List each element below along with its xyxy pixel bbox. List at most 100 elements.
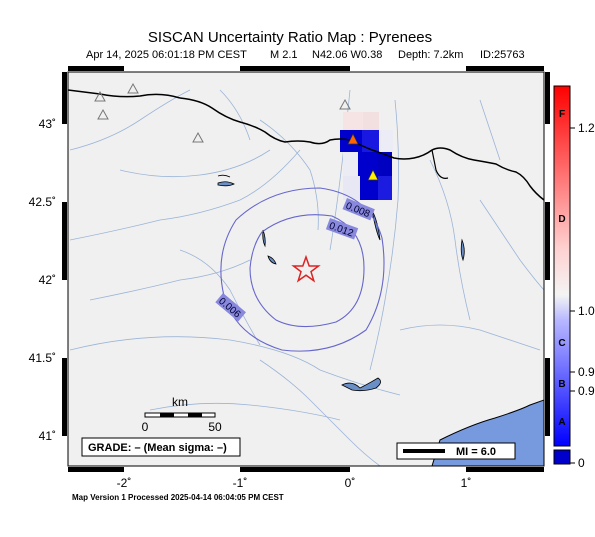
station-icon xyxy=(97,108,109,120)
colorbar-letter-f: F xyxy=(559,109,565,120)
andorra-border xyxy=(431,149,449,179)
river xyxy=(149,402,341,421)
river xyxy=(479,99,501,161)
grid-cell xyxy=(378,176,392,200)
grid-cell xyxy=(358,152,378,176)
lake xyxy=(217,174,231,178)
scale-label-0: 0 xyxy=(142,420,149,434)
map-title: SISCAN Uncertainty Ratio Map : Pyrenees xyxy=(148,29,432,46)
uncertainty-grid xyxy=(340,112,393,200)
mi-legend-line xyxy=(403,449,445,453)
frame-segment xyxy=(545,202,550,280)
lat-tick-label: 42.5˚ xyxy=(29,195,56,209)
colorbar-value: 0 xyxy=(578,456,585,470)
frame-segment xyxy=(62,202,67,280)
lake xyxy=(217,181,235,187)
river xyxy=(399,324,541,351)
frame-segment xyxy=(466,66,544,71)
lat-tick-label: 41.5˚ xyxy=(29,351,56,365)
country-border xyxy=(179,97,544,201)
grade-box: GRADE: – (Mean sigma: –) xyxy=(81,437,241,457)
epicenter-star-icon xyxy=(291,254,321,283)
event-magnitude: M 2.1 xyxy=(270,49,298,61)
colorbar-ticks xyxy=(570,127,575,464)
scale-bar-outline xyxy=(144,412,216,418)
lake xyxy=(341,377,381,392)
lake xyxy=(267,255,277,265)
frame-segment xyxy=(62,358,67,436)
lat-tick-labels: 43˚ 42.5˚ 42˚ 41.5˚ 41˚ xyxy=(29,117,56,443)
lat-tick-label: 42˚ xyxy=(39,273,56,287)
lat-tick-label: 41˚ xyxy=(39,429,56,443)
processed-footer: Map Version 1 Processed 2025-04-14 06:04… xyxy=(72,493,284,502)
stations xyxy=(94,82,351,143)
lon-tick-labels: -2˚ -1˚ 0˚ 1˚ xyxy=(117,476,472,490)
scale-bar: km 0 50 xyxy=(142,395,222,434)
scale-segment xyxy=(160,413,174,417)
frame-segment xyxy=(68,467,124,472)
frame-segment xyxy=(545,72,550,124)
station-icon xyxy=(127,82,139,94)
river xyxy=(219,89,251,141)
station-icon xyxy=(94,90,106,102)
map-frame xyxy=(62,66,550,472)
grid-cell xyxy=(378,152,392,176)
river xyxy=(259,359,381,466)
frame-segment xyxy=(545,358,550,436)
event-id: ID:25763 xyxy=(480,49,525,61)
map-area: 0.008 0.012 0.006 km 0 50 GRADE: – ( xyxy=(68,72,544,466)
station-used-icon xyxy=(347,133,359,145)
contour-label-box xyxy=(342,198,375,221)
river xyxy=(89,259,251,301)
colorbar-letter-d: D xyxy=(558,214,565,225)
scale-label-50: 50 xyxy=(208,420,222,434)
river xyxy=(429,159,471,321)
grade-box-frame xyxy=(81,437,241,457)
colorbar-value: 1.2 xyxy=(578,121,595,135)
grade-text: GRADE: – (Mean sigma: –) xyxy=(88,442,227,454)
lon-tick-label: -2˚ xyxy=(117,476,132,490)
colorbar-value: 1.0 xyxy=(578,304,595,318)
event-depth: Depth: 7.2km xyxy=(398,49,463,61)
frame-segment xyxy=(240,66,350,71)
colorbar-value: 0.9 xyxy=(578,384,595,398)
river xyxy=(369,99,399,371)
station-used-icon xyxy=(367,169,379,181)
lon-tick-label: -1˚ xyxy=(233,476,248,490)
river xyxy=(119,149,271,178)
contour-label-box xyxy=(215,293,246,322)
frame-segment xyxy=(466,467,544,472)
contour-labels: 0.008 0.012 0.006 xyxy=(215,198,375,322)
river xyxy=(69,336,401,396)
scale-unit: km xyxy=(172,395,188,409)
colorbar-min-swatch xyxy=(553,449,571,465)
station-icon xyxy=(192,131,204,143)
land-background xyxy=(68,72,544,466)
river xyxy=(69,149,301,241)
frame-segment xyxy=(62,72,67,124)
lat-tick-label: 43˚ xyxy=(39,117,56,131)
station-icon xyxy=(339,98,351,110)
river xyxy=(259,119,319,231)
frame-segment xyxy=(68,66,124,71)
grid-cell xyxy=(360,176,378,200)
mi-legend: MI = 6.0 xyxy=(396,442,516,460)
colorbar: F D C B A 1.2 1.0 0.9 0.9 0 xyxy=(553,85,595,470)
grid-cell xyxy=(343,176,360,200)
mi-legend-text: MI = 6.0 xyxy=(456,446,496,458)
event-date: Apr 14, 2025 06:01:18 PM CEST xyxy=(86,49,247,61)
scale-segment xyxy=(188,413,202,417)
grid-cell xyxy=(343,152,358,176)
lake xyxy=(371,209,381,241)
colorbar-letter-b: B xyxy=(558,379,565,390)
grid-cell xyxy=(379,130,393,152)
grid-cell xyxy=(362,130,379,152)
lakes xyxy=(217,174,465,392)
contour-label-box xyxy=(325,218,359,240)
river xyxy=(479,199,544,291)
lake xyxy=(262,229,266,248)
colorbar-letter-c: C xyxy=(558,338,565,349)
map-frame-border xyxy=(67,71,545,467)
